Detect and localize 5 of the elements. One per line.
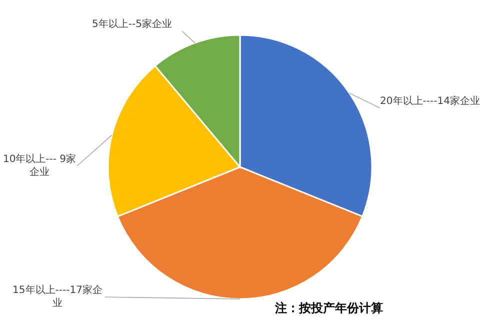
slice-label: 20年以上----14家企业 (380, 95, 480, 108)
slice-label: 5年以上--5家企业 (91, 18, 173, 31)
text: 注：按投产年份计算 (275, 300, 383, 317)
slice-label: 15年以上----17家企业 (12, 284, 104, 310)
slice-label: 10年以上--- 9家企业 (2, 153, 77, 179)
